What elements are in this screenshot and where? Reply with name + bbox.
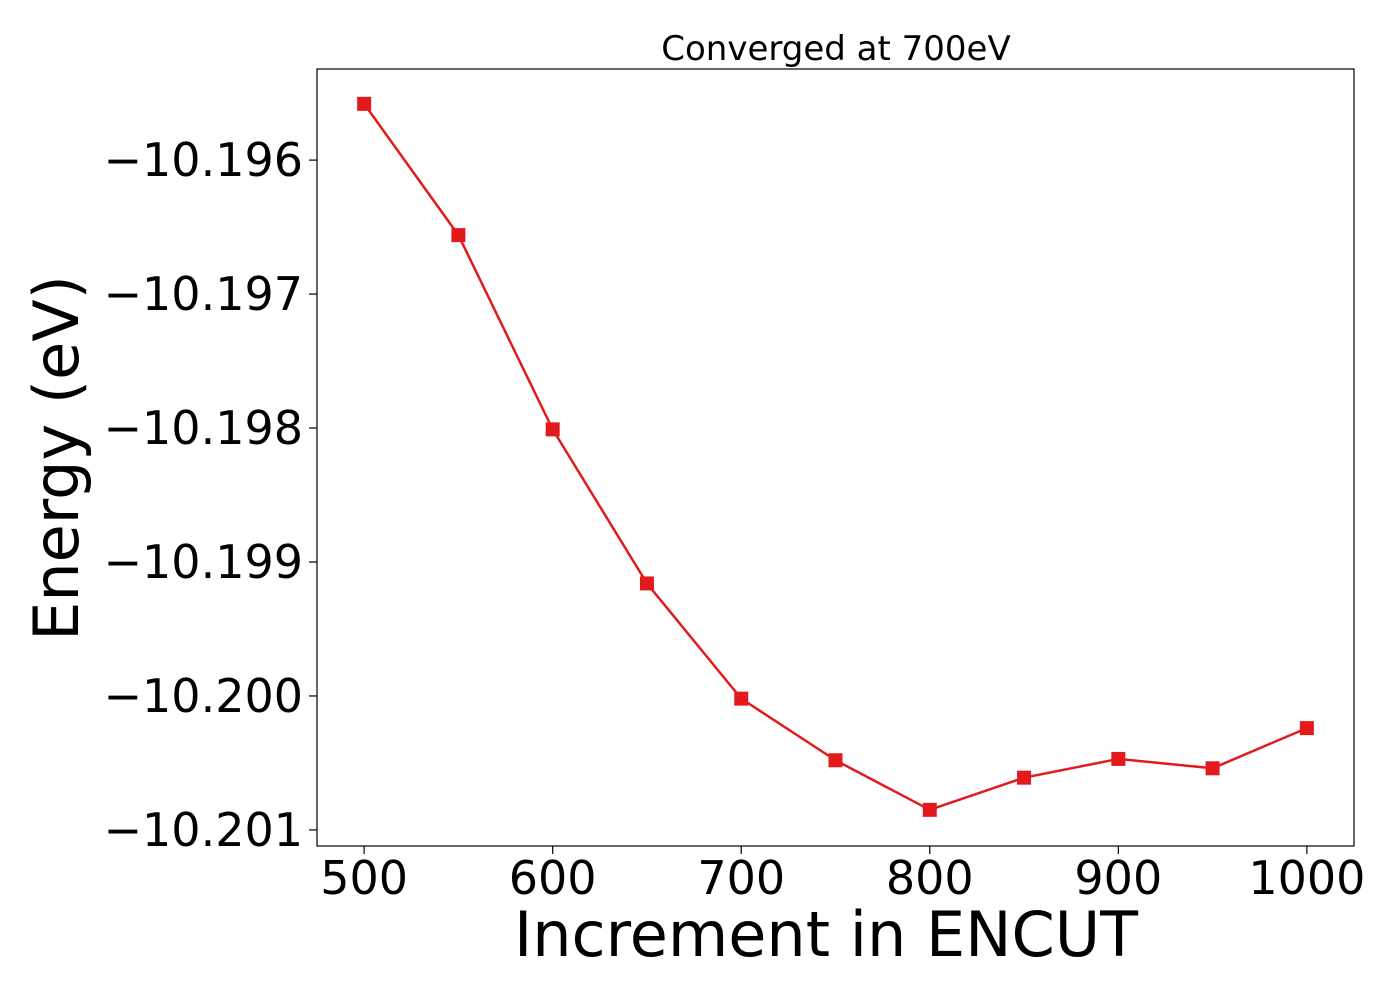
data-point-marker bbox=[1205, 761, 1220, 776]
y-tick-label: −10.199 bbox=[104, 535, 304, 589]
data-point-marker bbox=[545, 422, 560, 437]
data-point-marker bbox=[1299, 721, 1314, 736]
x-tick-label: 900 bbox=[1074, 851, 1162, 905]
plot-frame bbox=[316, 68, 1355, 847]
data-point-marker bbox=[922, 802, 937, 817]
x-axis-ticks: 500 600 700 800 900 1000 bbox=[320, 846, 1365, 905]
data-point-marker bbox=[639, 576, 654, 591]
y-tick-label: −10.200 bbox=[104, 669, 304, 723]
x-axis-title: Increment in ENCUT bbox=[514, 898, 1139, 971]
data-point-marker bbox=[734, 691, 749, 706]
y-tick-label: −10.198 bbox=[104, 401, 304, 455]
x-tick-label: 700 bbox=[697, 851, 785, 905]
y-tick-label: −10.201 bbox=[104, 803, 304, 857]
data-point-marker bbox=[357, 96, 372, 111]
x-tick-label: 800 bbox=[886, 851, 974, 905]
plot-area bbox=[357, 96, 1314, 817]
x-tick-label: 600 bbox=[509, 851, 597, 905]
y-axis-title: Energy (eV) bbox=[20, 275, 93, 641]
chart-title: Converged at 700eV bbox=[661, 29, 1010, 69]
data-point-marker bbox=[828, 753, 843, 768]
data-point-marker bbox=[1017, 770, 1032, 785]
data-point-marker bbox=[1111, 751, 1126, 766]
x-tick-label: 500 bbox=[320, 851, 408, 905]
x-tick-label: 1000 bbox=[1248, 851, 1365, 905]
y-axis-ticks: −10.196 −10.197 −10.198 −10.199 −10.200 −10.2… bbox=[104, 133, 317, 857]
y-tick-label: −10.197 bbox=[104, 267, 304, 321]
y-tick-label: −10.196 bbox=[104, 133, 304, 187]
data-point-marker bbox=[451, 228, 466, 243]
